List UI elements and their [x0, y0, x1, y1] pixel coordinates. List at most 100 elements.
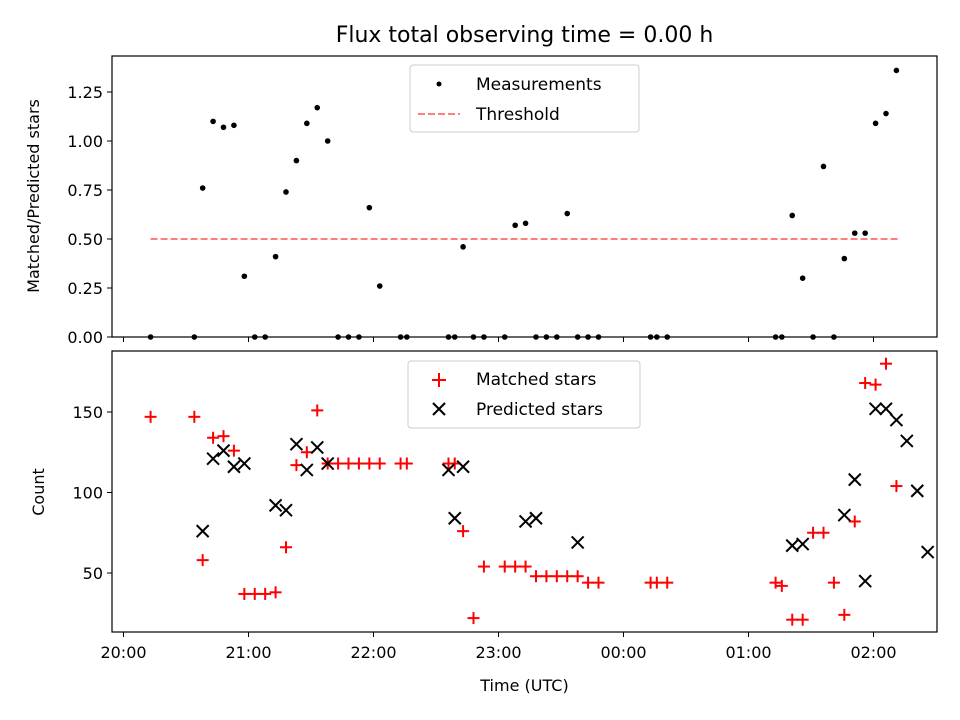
measurement-point	[241, 273, 248, 280]
measurement-point	[872, 120, 879, 127]
matched-star-point	[207, 431, 220, 444]
matched-star-point	[838, 608, 851, 621]
top-y-tick-label: 0.25	[67, 279, 103, 298]
top-y-tick-label: 0.75	[67, 181, 103, 200]
top-x-ticks	[123, 337, 874, 342]
predicted-star-point	[289, 437, 304, 451]
matched-star-point	[498, 560, 511, 573]
predicted-star-point	[441, 463, 456, 477]
measurement-point	[283, 189, 289, 195]
matched-star-point	[848, 515, 861, 528]
matched-star-point	[352, 457, 365, 470]
measurement-point	[460, 244, 466, 250]
bottom-x-tick-label: 00:00	[600, 643, 646, 662]
matched-star-point	[217, 430, 230, 443]
bottom-plot-frame	[111, 350, 938, 633]
bottom-x-tick-label: 01:00	[725, 643, 771, 662]
predicted-star-point	[920, 545, 935, 559]
matched-star-point	[280, 541, 292, 554]
matched-star-point	[238, 587, 251, 600]
predicted-star-point	[570, 535, 585, 550]
measurement-point	[883, 110, 889, 117]
predicted-star-point	[216, 443, 231, 458]
measurement-point	[366, 204, 373, 211]
measurement-point	[376, 283, 383, 289]
matched-star-point	[400, 457, 413, 470]
predicted-star-point	[889, 413, 904, 427]
matched-star-point	[571, 570, 584, 583]
matched-star-point	[540, 570, 553, 583]
matched-star-point	[550, 570, 563, 583]
predicted-star-point	[868, 402, 883, 416]
measurement-point	[512, 222, 518, 229]
top-marks	[147, 67, 901, 340]
bottom-x-tick-label: 20:00	[100, 643, 146, 662]
bottom-legend: Matched stars Predicted stars	[407, 360, 641, 429]
matched-star-point	[807, 526, 820, 539]
predicted-star-point	[320, 456, 335, 471]
measurement-point	[272, 253, 279, 260]
legend-predicted-label: Predicted stars	[476, 400, 603, 420]
measurement-point	[893, 67, 900, 74]
matched-star-point	[509, 560, 522, 573]
matched-star-point	[332, 457, 345, 470]
matched-star-point	[786, 613, 799, 626]
predicted-star-point	[268, 498, 283, 513]
bottom-x-ticks: 20:00 21:00 22:00 23:00 00:00 01:00 02:00	[100, 632, 897, 662]
matched-star-point	[477, 560, 490, 573]
predicted-star-point	[529, 511, 543, 525]
matched-star-point	[561, 570, 574, 583]
predicted-star-point	[858, 574, 872, 588]
matched-star-point	[592, 576, 605, 589]
measurement-point	[231, 122, 237, 129]
legend-matched-marker	[432, 373, 446, 387]
predicted-star-point	[879, 402, 893, 416]
measurement-point	[314, 104, 321, 111]
measurement-point	[199, 185, 206, 191]
predicted-star-point	[227, 460, 241, 474]
top-y-tick-label: 1.00	[67, 132, 103, 151]
matched-star-point	[300, 446, 313, 459]
predicted-star-point	[900, 434, 914, 448]
predicted-star-point	[279, 503, 293, 517]
legend-measurements-marker	[436, 81, 442, 87]
measurement-point	[564, 210, 571, 217]
predicted-star-point	[848, 472, 862, 487]
matched-star-point	[661, 576, 674, 589]
measurement-point	[220, 124, 227, 131]
top-y-tick-label: 1.25	[67, 83, 103, 102]
matched-star-point	[827, 576, 840, 589]
legend-measurements-label: Measurements	[476, 75, 602, 95]
predicted-star-point	[910, 484, 924, 498]
bottom-x-tick-label: 22:00	[350, 643, 396, 662]
predicted-star-point	[785, 538, 799, 553]
predicted-star-point	[518, 514, 533, 529]
matched-star-point	[530, 570, 542, 583]
top-legend: Measurements Threshold	[409, 64, 640, 133]
bottom-y-tick-label: 100	[72, 484, 103, 503]
measurement-point	[851, 230, 858, 236]
predicted-star-point	[837, 508, 852, 522]
predicted-star-point	[448, 511, 462, 525]
top-y-ticks: 0.00 0.25 0.50 0.75 1.00 1.25	[67, 83, 112, 347]
predicted-star-point	[206, 451, 220, 466]
top-legend-box	[409, 64, 640, 133]
measurement-point	[522, 220, 529, 227]
predicted-star-point	[237, 456, 252, 471]
matched-star-point	[311, 404, 324, 417]
matched-star-point	[519, 560, 532, 573]
measurement-point	[304, 120, 310, 127]
bottom-marks	[144, 357, 935, 626]
matched-star-point	[227, 444, 240, 457]
matched-star-point	[890, 480, 903, 493]
matched-star-point	[144, 410, 157, 423]
bottom-y-tick-label: 150	[72, 403, 103, 422]
measurement-point	[799, 275, 806, 282]
top-plot-frame	[111, 55, 938, 338]
matched-star-point	[363, 457, 376, 470]
measurement-point	[841, 255, 848, 262]
matched-star-point	[880, 357, 892, 370]
matched-star-point	[467, 612, 480, 625]
matched-star-point	[775, 579, 788, 592]
